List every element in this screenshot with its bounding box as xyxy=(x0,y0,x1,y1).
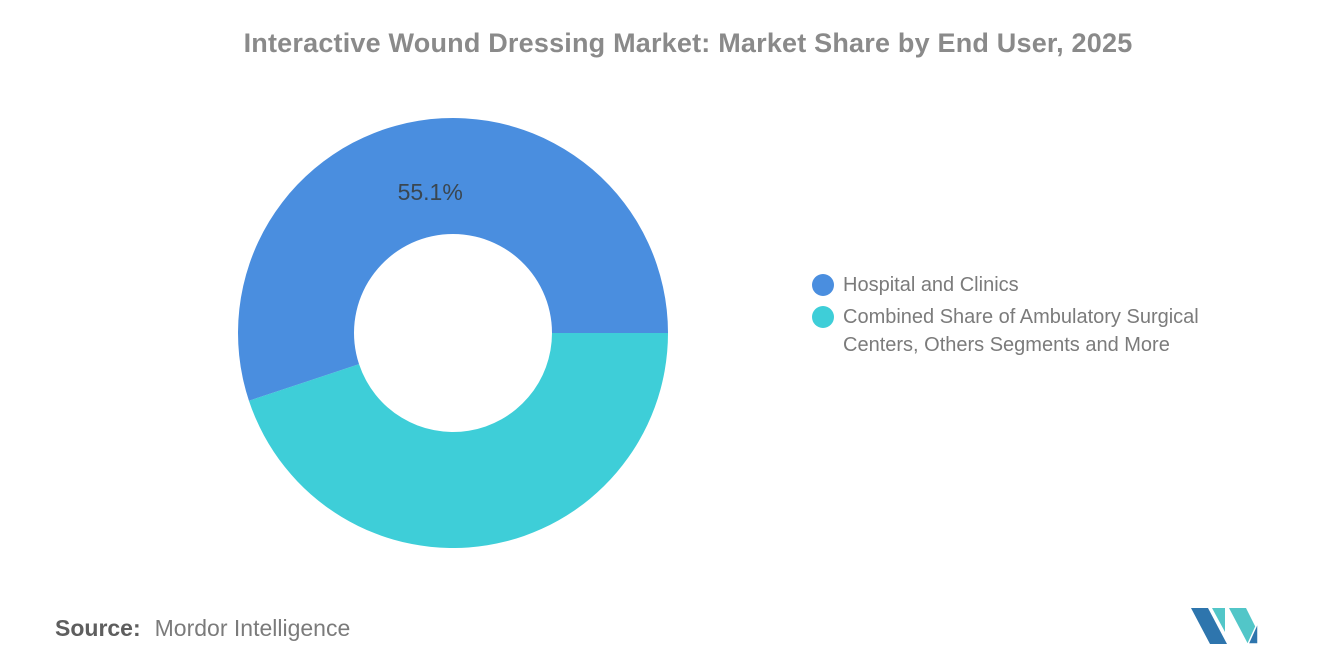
legend: Hospital and Clinics Combined Share of A… xyxy=(812,271,1252,363)
source-prefix: Source: xyxy=(55,615,141,641)
donut-segment-1[interactable] xyxy=(248,333,668,548)
legend-swatch-teal-icon xyxy=(812,306,834,328)
legend-item-hospital-and-clinics[interactable]: Hospital and Clinics xyxy=(812,271,1252,299)
chart-title: Interactive Wound Dressing Market: Marke… xyxy=(243,28,1133,58)
legend-label: Combined Share of Ambulatory Surgical Ce… xyxy=(843,306,1199,356)
segment-data-label: 55.1% xyxy=(398,179,463,205)
legend-label: Hospital and Clinics xyxy=(843,274,1019,296)
legend-item-combined-share[interactable]: Combined Share of Ambulatory Surgical Ce… xyxy=(812,303,1252,359)
source-name: Mordor Intelligence xyxy=(154,615,351,641)
donut-segment-0[interactable] xyxy=(238,118,668,401)
mordor-intelligence-logo xyxy=(1191,608,1258,645)
donut-chart: 55.1% xyxy=(238,118,668,548)
source-line: Source: Mordor Intelligence xyxy=(55,615,350,642)
legend-swatch-blue-icon xyxy=(812,274,834,296)
